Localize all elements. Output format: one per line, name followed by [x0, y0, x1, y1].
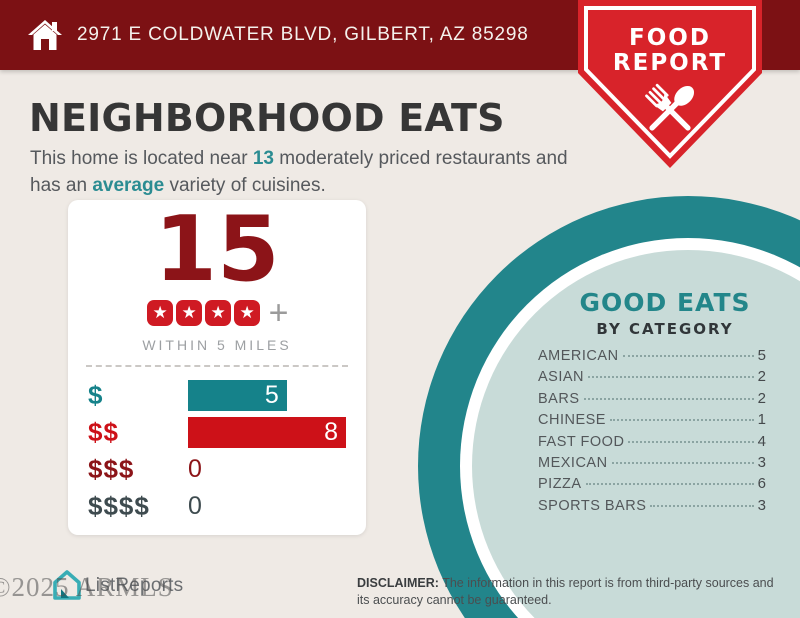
- page-subtitle: This home is located near 13 moderately …: [30, 146, 568, 200]
- badge-line1: FOOD: [629, 25, 711, 51]
- disclaimer-label: DISCLAIMER:: [357, 576, 439, 590]
- badge-shape: [578, 0, 762, 168]
- category-count: 1: [757, 411, 766, 429]
- stats-card: 15 ★ ★ ★ ★ + WITHIN 5 MILES $5 $$ 8 $$$ 0 $$$$ 0: [68, 200, 366, 535]
- badge-line2: REPORT: [613, 50, 727, 76]
- category-row: CHINESE 1: [538, 411, 766, 432]
- category-name: ASIAN: [538, 369, 585, 386]
- good-eats-title: GOOD EATS: [579, 288, 751, 317]
- badge-inner-border: [584, 6, 756, 159]
- category-row: MEXICAN 3: [538, 454, 766, 475]
- dotted-leader: [628, 440, 754, 443]
- star-icon: ★: [147, 299, 174, 326]
- star-icon: ★: [234, 299, 261, 326]
- dotted-leader: [583, 397, 754, 400]
- good-eats-heading: GOOD EATS BY CATEGORY: [540, 288, 790, 338]
- price-bar-track: 5: [188, 379, 346, 411]
- listreports-logo-text: ListReports: [85, 574, 184, 596]
- star-icon: ★: [205, 299, 232, 326]
- category-name: PIZZA: [538, 476, 582, 493]
- price-row: $$$ 0: [88, 451, 346, 488]
- food-report-badge: FOOD REPORT: [578, 0, 762, 172]
- category-count: 6: [757, 475, 766, 493]
- category-name: AMERICAN: [538, 348, 619, 364]
- price-tier-label: $$$: [88, 453, 135, 484]
- price-zero-value: 0: [188, 491, 202, 520]
- price-bar-value: 5: [264, 380, 279, 409]
- category-name: FAST FOOD: [538, 433, 625, 450]
- listreports-logo: ListReports: [52, 569, 183, 602]
- price-tier-label: $: [88, 379, 104, 410]
- price-bar-track: 0: [188, 454, 346, 485]
- price-row: $$ 8: [88, 414, 346, 451]
- price-bar: 5: [188, 379, 287, 411]
- category-count: 3: [757, 453, 766, 471]
- dotted-leader: [611, 461, 754, 464]
- plus-icon: +: [268, 293, 289, 332]
- category-row: AMERICAN 5: [538, 347, 766, 368]
- price-bar-track: 8: [188, 416, 346, 448]
- category-count: 2: [757, 389, 766, 407]
- category-row: PIZZA 6: [538, 475, 766, 496]
- category-name: BARS: [538, 390, 580, 407]
- category-row: ASIAN 2: [538, 368, 766, 389]
- category-row: FAST FOOD 4: [538, 433, 766, 454]
- total-restaurants: 15: [154, 197, 280, 302]
- dashed-divider: [86, 364, 348, 367]
- price-zero-value: 0: [188, 454, 202, 483]
- listreports-house-icon: [53, 570, 81, 600]
- category-row: BARS 2: [538, 390, 766, 411]
- category-name: MEXICAN: [538, 454, 608, 471]
- price-bar: 8: [188, 416, 346, 448]
- restaurant-count-highlight: 13: [252, 148, 274, 169]
- category-row: SPORTS BARS 3: [538, 497, 766, 518]
- category-count: 2: [757, 368, 766, 386]
- armls-watermark: ©2025 ARMLS: [0, 572, 174, 602]
- category-name: SPORTS BARS: [538, 497, 647, 514]
- price-row: $$$$ 0: [88, 488, 346, 525]
- dotted-leader: [650, 504, 754, 507]
- home-icon: [28, 20, 62, 50]
- price-rows: $5 $$ 8 $$$ 0 $$$$ 0: [68, 375, 366, 525]
- dotted-leader: [588, 376, 754, 379]
- dotted-leader: [609, 419, 754, 422]
- disclaimer: DISCLAIMER: The information in this repo…: [357, 576, 774, 607]
- category-list: AMERICAN 5 ASIAN 2 BARS 2 CHINESE 1 FAST FOOD 4 ME…: [538, 347, 766, 518]
- star-rating: ★ ★ ★ ★ +: [68, 293, 366, 332]
- good-eats-circle: [418, 196, 800, 618]
- good-eats-subtitle: BY CATEGORY: [596, 320, 734, 338]
- property-address: 2971 E COLDWATER BLVD, GILBERT, AZ 85298: [77, 24, 529, 45]
- price-tier-label: $$: [88, 416, 119, 447]
- price-bar-track: 0: [188, 491, 346, 522]
- price-bar-value: 8: [324, 417, 338, 446]
- category-count: 5: [757, 347, 766, 364]
- subtitle-line-2: has an average variety of cuisines.: [30, 174, 326, 196]
- page-title: NEIGHBORHOOD EATS: [29, 96, 505, 140]
- category-name: CHINESE: [538, 412, 606, 429]
- category-count: 4: [757, 432, 766, 450]
- price-tier-label: $$$$: [88, 490, 150, 521]
- subtitle-line-1: This home is located near 13 moderately …: [30, 148, 568, 169]
- price-row: $5: [88, 377, 346, 414]
- dotted-leader: [585, 483, 754, 486]
- spoon-fork-icon: [645, 83, 695, 131]
- within-radius-label: WITHIN 5 MILES: [142, 336, 292, 353]
- variety-highlight: average: [92, 174, 165, 196]
- dotted-leader: [622, 355, 754, 357]
- star-icon: ★: [176, 299, 203, 326]
- category-count: 3: [757, 496, 766, 514]
